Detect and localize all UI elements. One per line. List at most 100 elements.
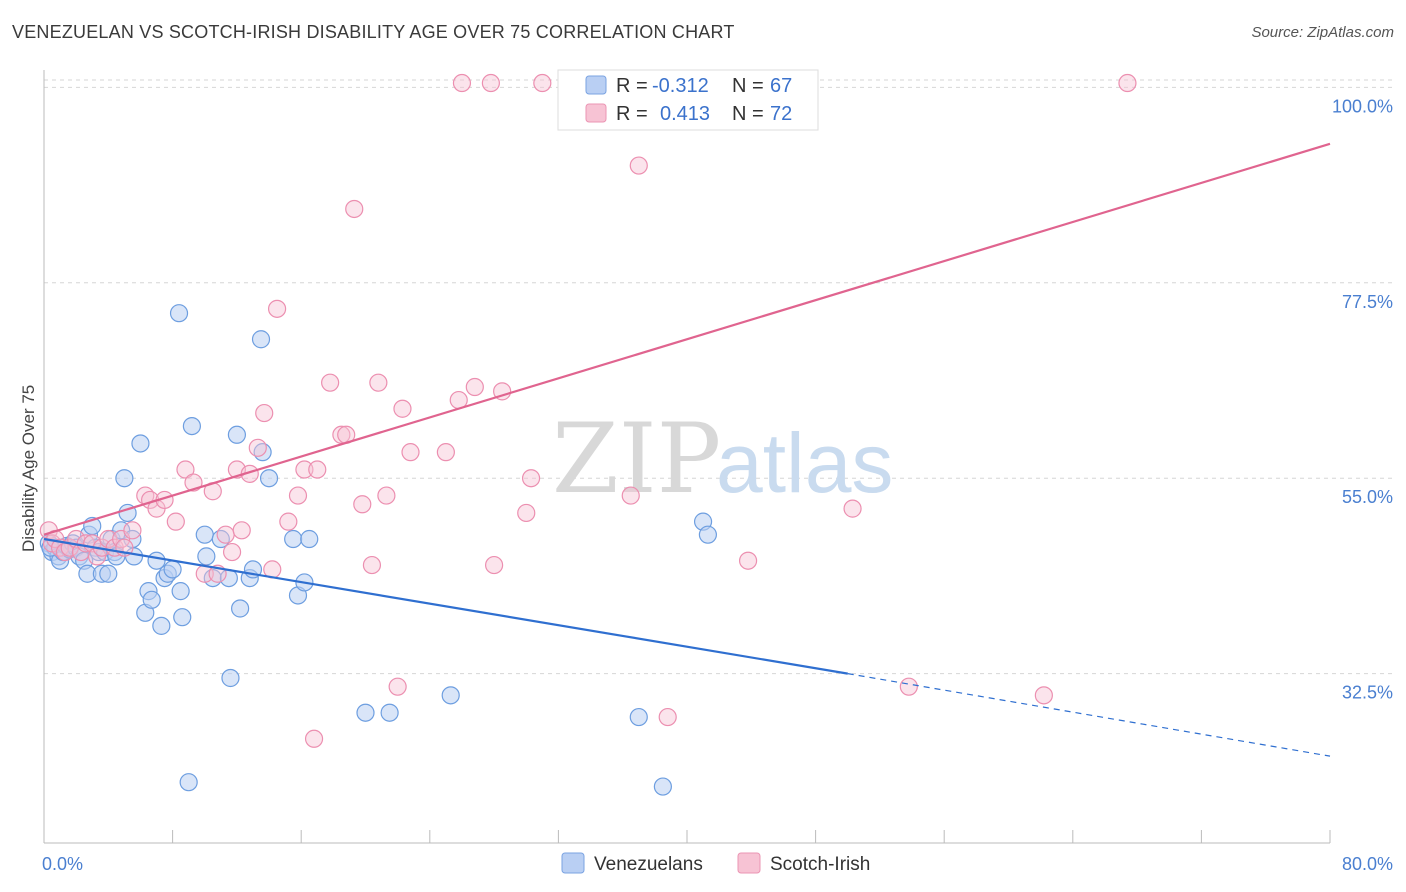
- point-scotch-irish: [267, 299, 287, 318]
- point-scotch-irish: [388, 677, 407, 696]
- point-scotch-irish: [232, 521, 251, 540]
- legend-swatch-venezuelans: [585, 75, 607, 95]
- legend-n-value-1: 67: [770, 75, 792, 97]
- point-scotch-irish: [123, 521, 142, 540]
- point-venezuelans: [131, 434, 150, 453]
- point-scotch-irish: [216, 525, 235, 544]
- legend-n-value-2: 72: [770, 103, 792, 125]
- legend-n-label-1: N =: [732, 75, 764, 97]
- y-tick-label: 32.5%: [1342, 683, 1393, 703]
- legend-r-label-1: R =: [616, 75, 648, 97]
- point-venezuelans: [152, 616, 171, 635]
- point-scotch-irish: [304, 729, 324, 748]
- point-venezuelans: [171, 582, 190, 601]
- point-scotch-irish: [465, 377, 484, 397]
- point-scotch-irish: [481, 73, 500, 93]
- point-scotch-irish: [485, 555, 504, 575]
- legend-r-value-2: 0.413: [660, 103, 710, 125]
- legend-r-value-1: -0.312: [652, 75, 709, 97]
- bottom-legend-label-scotch-irish: Scotch-Irish: [770, 854, 870, 875]
- bottom-legend: Venezuelans Scotch-Irish: [561, 852, 870, 875]
- top-legend: R = -0.312 N = 67 R = 0.413 N = 72: [557, 69, 819, 131]
- y-tick-label: 77.5%: [1342, 292, 1393, 312]
- point-venezuelans: [653, 777, 672, 796]
- point-venezuelans: [380, 703, 399, 722]
- point-venezuelans: [231, 599, 250, 618]
- point-scotch-irish: [738, 551, 758, 570]
- axes: [43, 70, 1331, 844]
- point-scotch-irish: [629, 156, 648, 175]
- point-scotch-irish: [255, 403, 274, 423]
- point-scotch-irish: [533, 73, 552, 93]
- point-venezuelans: [251, 330, 271, 349]
- point-venezuelans: [284, 529, 303, 549]
- point-scotch-irish: [436, 443, 455, 462]
- point-scotch-irish: [362, 555, 382, 575]
- y-tick-label: 55.0%: [1342, 487, 1393, 507]
- point-scotch-irish: [222, 542, 242, 562]
- point-scotch-irish: [843, 499, 862, 518]
- point-scotch-irish: [248, 438, 267, 457]
- point-venezuelans: [629, 707, 648, 727]
- point-scotch-irish: [369, 373, 388, 392]
- chart-title: VENEZUELAN VS SCOTCH-IRISH DISABILITY AG…: [12, 22, 735, 42]
- point-venezuelans: [197, 547, 216, 566]
- x-tick-labels: 0.0% 80.0%: [42, 854, 1393, 874]
- point-venezuelans: [221, 668, 240, 688]
- x-tick-label-min: 0.0%: [42, 854, 83, 874]
- trend-line-scotch-irish: [43, 142, 1331, 536]
- point-scotch-irish: [521, 469, 541, 488]
- point-scotch-irish: [517, 503, 536, 523]
- point-venezuelans: [142, 590, 161, 609]
- point-scotch-irish: [321, 373, 340, 392]
- y-tick-label: 100.0%: [1332, 96, 1393, 116]
- x-tick-label-max: 80.0%: [1342, 854, 1393, 874]
- watermark-atlas: atlas: [716, 416, 893, 510]
- point-venezuelans: [99, 564, 118, 583]
- trend-line-venezuelans-extrapolated: [847, 673, 1331, 757]
- legend-n-label-2: N =: [732, 103, 764, 125]
- point-venezuelans: [698, 525, 717, 544]
- point-scotch-irish: [1118, 73, 1137, 93]
- point-scotch-irish: [279, 512, 298, 531]
- point-venezuelans: [179, 773, 198, 792]
- point-scotch-irish: [452, 73, 472, 93]
- legend-r-label-2: R =: [616, 103, 648, 125]
- watermark: ZIP atlas: [552, 403, 893, 515]
- point-venezuelans: [115, 469, 134, 488]
- trend-line-venezuelans: [43, 537, 848, 675]
- point-scotch-irish: [176, 460, 195, 479]
- point-venezuelans: [356, 703, 375, 722]
- point-scotch-irish: [621, 486, 640, 505]
- point-scotch-irish: [353, 495, 372, 514]
- point-venezuelans: [227, 425, 246, 444]
- y-tick-labels: 32.5% 55.0% 77.5% 100.0%: [1332, 96, 1393, 702]
- point-scotch-irish: [166, 512, 185, 531]
- point-scotch-irish: [658, 707, 677, 727]
- point-scotch-irish: [308, 460, 327, 479]
- point-venezuelans: [195, 525, 214, 544]
- bottom-legend-label-venezuelans: Venezuelans: [594, 854, 703, 875]
- watermark-zip: ZIP: [552, 403, 721, 515]
- bottom-legend-swatch-venezuelans: [561, 852, 585, 874]
- point-venezuelans: [182, 417, 201, 436]
- y-axis-label: Disability Age Over 75: [19, 385, 38, 552]
- point-scotch-irish: [377, 486, 396, 505]
- point-venezuelans: [441, 686, 460, 705]
- point-scotch-irish: [393, 399, 412, 418]
- point-scotch-irish: [899, 677, 918, 696]
- trend-lines: [43, 142, 1331, 757]
- point-scotch-irish: [1034, 686, 1053, 705]
- point-scotch-irish: [288, 486, 308, 505]
- legend-swatch-scotch-irish: [585, 103, 607, 123]
- point-venezuelans: [163, 560, 182, 579]
- point-venezuelans: [300, 529, 319, 549]
- point-venezuelans: [173, 608, 192, 627]
- bottom-legend-swatch-scotch-irish: [737, 852, 761, 874]
- source-credit: Source: ZipAtlas.com: [1251, 24, 1394, 41]
- point-scotch-irish: [295, 460, 314, 479]
- point-venezuelans: [259, 469, 279, 488]
- point-scotch-irish: [401, 443, 420, 462]
- point-venezuelans: [169, 304, 189, 323]
